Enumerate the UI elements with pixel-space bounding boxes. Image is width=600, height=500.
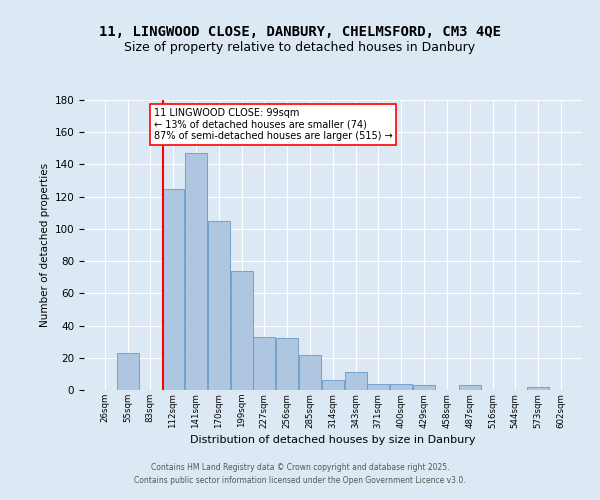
- Y-axis label: Number of detached properties: Number of detached properties: [40, 163, 50, 327]
- Bar: [185, 153, 207, 390]
- Bar: [299, 354, 321, 390]
- Bar: [253, 337, 275, 390]
- Text: Size of property relative to detached houses in Danbury: Size of property relative to detached ho…: [124, 41, 476, 54]
- Bar: [116, 353, 139, 390]
- X-axis label: Distribution of detached houses by size in Danbury: Distribution of detached houses by size …: [190, 434, 476, 444]
- Text: 11 LINGWOOD CLOSE: 99sqm
← 13% of detached houses are smaller (74)
87% of semi-d: 11 LINGWOOD CLOSE: 99sqm ← 13% of detach…: [154, 108, 392, 142]
- Bar: [322, 380, 344, 390]
- Bar: [276, 338, 298, 390]
- Bar: [367, 384, 389, 390]
- Text: Contains public sector information licensed under the Open Government Licence v3: Contains public sector information licen…: [134, 476, 466, 485]
- Text: Contains HM Land Registry data © Crown copyright and database right 2025.: Contains HM Land Registry data © Crown c…: [151, 464, 449, 472]
- Bar: [208, 221, 230, 390]
- Bar: [162, 188, 184, 390]
- Bar: [390, 384, 412, 390]
- Bar: [527, 387, 550, 390]
- Bar: [459, 385, 481, 390]
- Text: 11, LINGWOOD CLOSE, DANBURY, CHELMSFORD, CM3 4QE: 11, LINGWOOD CLOSE, DANBURY, CHELMSFORD,…: [99, 26, 501, 40]
- Bar: [345, 372, 367, 390]
- Bar: [231, 271, 253, 390]
- Bar: [413, 385, 435, 390]
